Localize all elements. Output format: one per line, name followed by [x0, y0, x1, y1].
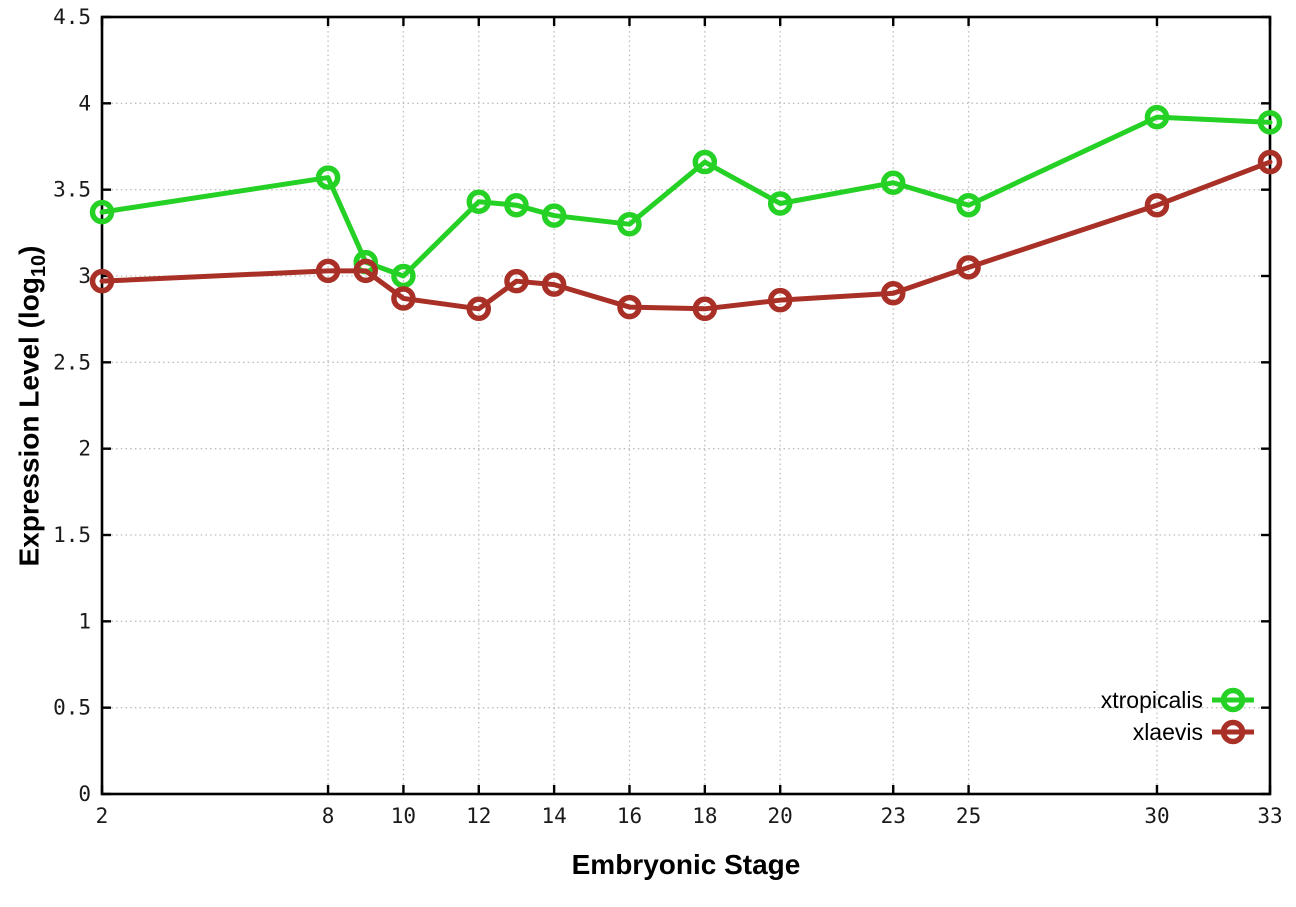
data-point-marker-xtropicalis — [617, 211, 642, 237]
legend: xtropicalis xlaevis — [1101, 684, 1254, 748]
y-axis-title-subscript: 10 — [28, 254, 51, 278]
x-tick-label: 18 — [692, 804, 717, 828]
y-tick-label: 0 — [78, 782, 91, 806]
data-point-marker-xtropicalis — [1144, 104, 1170, 130]
data-point-marker-xtropicalis — [89, 199, 115, 225]
y-tick-label: 1 — [78, 609, 91, 633]
y-tick-label: 4.5 — [53, 5, 91, 29]
y-tick-label: 3.5 — [53, 178, 91, 202]
data-point-marker-xlaevis — [1257, 149, 1283, 175]
series-xlaevis — [89, 149, 1283, 322]
y-axis-title-suffix: ) — [13, 245, 45, 255]
y-tick-labels: 0 0.5 1 1.5 2 2.5 3 3.5 4 4.5 — [53, 5, 91, 806]
data-point-marker-xlaevis — [353, 258, 378, 284]
data-point-marker-xtropicalis — [541, 203, 567, 228]
data-point-marker-xlaevis — [617, 294, 642, 320]
x-tick-label: 14 — [541, 804, 566, 828]
data-point-marker-xlaevis — [956, 255, 981, 280]
data-point-marker-xlaevis — [315, 258, 341, 284]
data-point-marker-xlaevis — [767, 287, 793, 313]
y-tick-label: 4 — [78, 91, 91, 115]
grid — [101, 16, 1271, 795]
legend-sample-xtropicalis — [1212, 687, 1254, 713]
data-point-marker-xlaevis — [880, 281, 906, 306]
data-point-marker-xtropicalis — [767, 191, 793, 216]
y-tick-label: 2.5 — [53, 350, 91, 374]
data-point-marker-xlaevis — [504, 268, 529, 294]
legend-item-xlaevis: xlaevis — [1101, 716, 1254, 748]
data-point-marker-xtropicalis — [504, 192, 529, 218]
data-point-marker-xtropicalis — [1257, 110, 1283, 135]
data-point-marker-xlaevis — [1144, 192, 1170, 218]
axis-ticks — [100, 15, 1272, 796]
y-axis-title-text: Expression Level (log — [13, 277, 45, 567]
x-axis-title: Embryonic Stage — [571, 849, 801, 880]
data-point-marker-xtropicalis — [880, 170, 906, 196]
legend-sample-xlaevis — [1212, 719, 1254, 745]
data-point-marker-xlaevis — [391, 286, 416, 311]
series-line-xtropicalis — [99, 114, 1273, 279]
x-tick-label: 25 — [956, 804, 981, 828]
data-point-marker-xtropicalis — [692, 149, 718, 175]
data-point-marker-xlaevis — [466, 296, 492, 322]
x-tick-label: 20 — [768, 804, 793, 828]
x-tick-label: 33 — [1257, 804, 1282, 828]
legend-item-xtropicalis: xtropicalis — [1101, 684, 1254, 716]
y-axis-title: Expression Level (log10) — [13, 18, 51, 795]
data-point-marker-xlaevis — [541, 272, 567, 297]
legend-marker-icon — [1220, 719, 1246, 745]
legend-label: xtropicalis — [1100, 686, 1203, 713]
x-tick-label: 16 — [617, 804, 642, 828]
data-point-marker-xtropicalis — [391, 263, 416, 289]
data-point-marker-xtropicalis — [466, 189, 492, 215]
x-tick-labels: 2 8 10 12 14 16 18 20 23 25 30 33 — [96, 804, 1283, 828]
legend-marker-icon — [1220, 687, 1246, 713]
legend-label: xlaevis — [1132, 718, 1203, 745]
x-tick-label: 10 — [391, 804, 416, 828]
plot-border — [100, 15, 1272, 796]
x-tick-label: 2 — [96, 804, 109, 828]
data-point-marker-xtropicalis — [956, 192, 981, 218]
y-tick-label: 0.5 — [53, 696, 91, 720]
series-xtropicalis — [89, 104, 1283, 289]
data-point-marker-xtropicalis — [315, 165, 341, 190]
x-tick-label: 12 — [466, 804, 491, 828]
x-tick-label: 23 — [881, 804, 906, 828]
y-tick-label: 3 — [78, 264, 91, 288]
y-tick-label: 1.5 — [53, 523, 91, 547]
data-point-marker-xlaevis — [692, 296, 718, 322]
y-tick-label: 2 — [78, 437, 91, 461]
x-tick-label: 8 — [322, 804, 335, 828]
data-point-marker-xlaevis — [89, 268, 115, 294]
x-tick-label: 30 — [1144, 804, 1169, 828]
